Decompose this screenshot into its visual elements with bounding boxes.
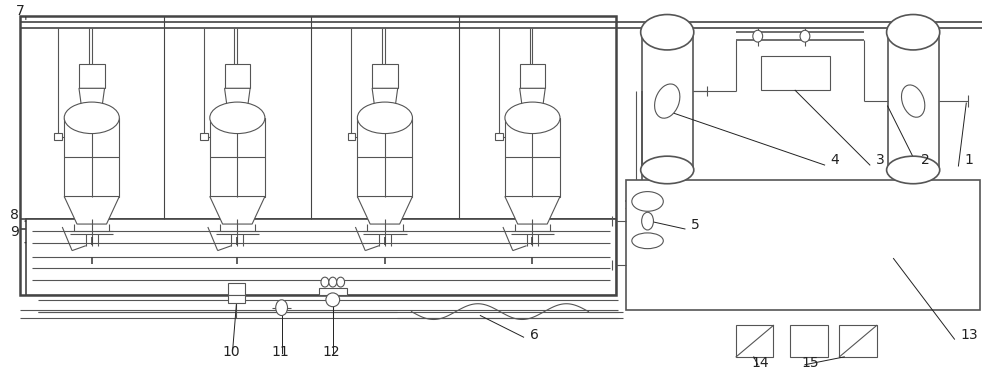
Bar — [839, 325, 877, 357]
Ellipse shape — [632, 192, 663, 211]
Polygon shape — [79, 88, 105, 110]
Polygon shape — [357, 197, 412, 224]
Text: 14: 14 — [752, 356, 769, 370]
Ellipse shape — [887, 156, 940, 184]
Text: 1: 1 — [964, 153, 973, 167]
Bar — [357, 118, 412, 197]
Text: 3: 3 — [876, 153, 885, 167]
Ellipse shape — [887, 15, 940, 50]
Ellipse shape — [632, 233, 663, 249]
Ellipse shape — [357, 102, 412, 134]
Ellipse shape — [337, 277, 345, 287]
Ellipse shape — [641, 156, 694, 184]
Text: 4: 4 — [831, 153, 839, 167]
Bar — [761, 56, 830, 90]
Bar — [505, 118, 560, 197]
Bar — [26, 219, 616, 295]
Bar — [20, 16, 616, 295]
Bar — [642, 32, 693, 170]
Bar — [372, 64, 398, 88]
Bar — [379, 110, 391, 118]
Ellipse shape — [276, 300, 288, 316]
Ellipse shape — [642, 212, 653, 230]
Bar — [231, 110, 243, 118]
Polygon shape — [372, 88, 398, 110]
Ellipse shape — [655, 84, 680, 118]
Text: 2: 2 — [921, 153, 930, 167]
Text: 5: 5 — [691, 218, 700, 232]
Text: 12: 12 — [323, 345, 341, 359]
Ellipse shape — [329, 277, 337, 287]
Text: 6: 6 — [530, 328, 538, 342]
Ellipse shape — [210, 102, 265, 134]
Polygon shape — [210, 197, 265, 224]
Bar — [200, 132, 208, 141]
Bar — [54, 132, 62, 141]
Bar — [210, 118, 265, 197]
Bar — [495, 132, 503, 141]
Text: 13: 13 — [960, 328, 978, 342]
Text: 9: 9 — [10, 225, 19, 239]
Bar — [736, 325, 773, 357]
Ellipse shape — [800, 30, 810, 42]
Ellipse shape — [321, 277, 329, 287]
Bar — [790, 325, 828, 357]
Ellipse shape — [901, 85, 925, 117]
Bar — [86, 110, 98, 118]
Bar — [348, 132, 355, 141]
Bar — [319, 288, 347, 295]
Polygon shape — [505, 197, 560, 224]
Ellipse shape — [64, 102, 119, 134]
Bar — [228, 295, 245, 303]
Text: 8: 8 — [10, 208, 19, 222]
Bar — [79, 64, 105, 88]
Text: 10: 10 — [223, 345, 240, 359]
Bar — [632, 201, 663, 241]
Bar — [64, 118, 119, 197]
Ellipse shape — [505, 102, 560, 134]
Polygon shape — [520, 88, 545, 110]
Bar — [527, 110, 538, 118]
Polygon shape — [225, 88, 250, 110]
Bar — [520, 64, 545, 88]
Text: 15: 15 — [801, 356, 819, 370]
Ellipse shape — [326, 293, 340, 307]
Bar — [228, 283, 245, 295]
Ellipse shape — [753, 30, 763, 42]
Bar — [888, 32, 939, 170]
Bar — [225, 64, 250, 88]
Text: 7: 7 — [16, 3, 25, 18]
Polygon shape — [64, 197, 119, 224]
Ellipse shape — [641, 15, 694, 50]
Bar — [626, 180, 980, 310]
Text: 11: 11 — [272, 345, 290, 359]
